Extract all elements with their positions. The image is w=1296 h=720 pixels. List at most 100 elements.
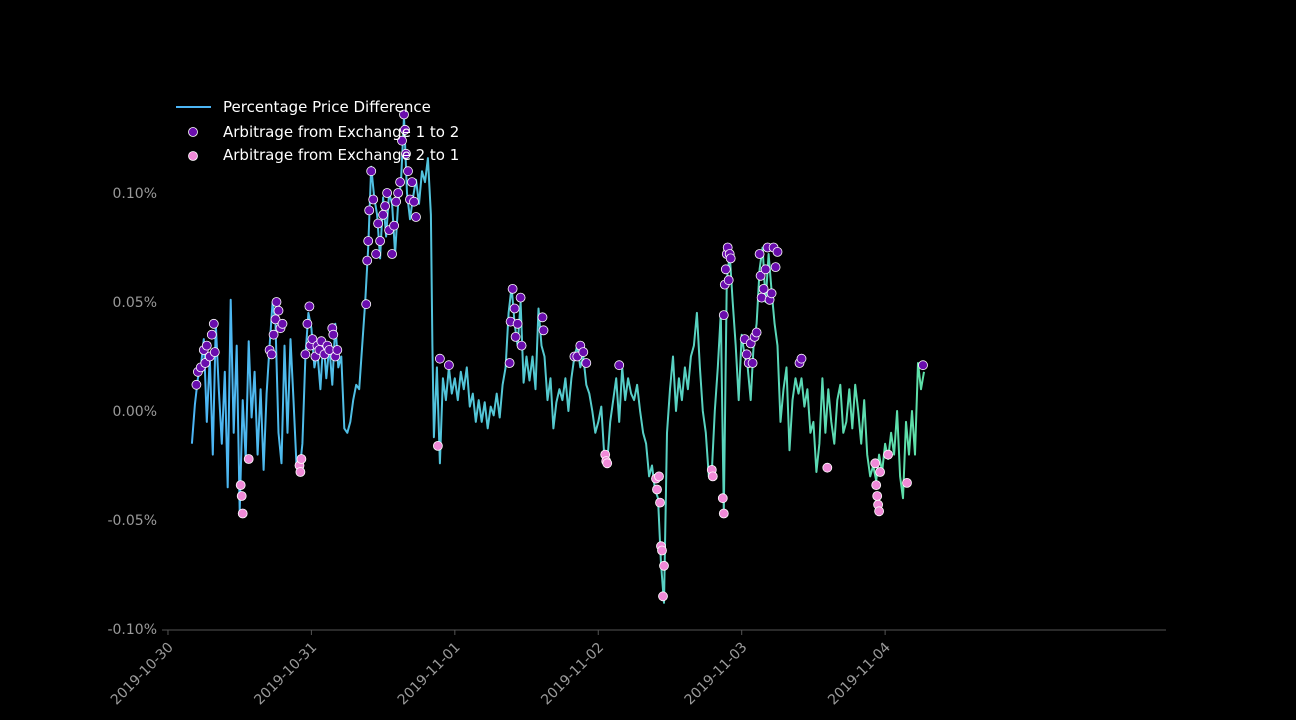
point-exchange-1-to-2 (407, 177, 417, 188)
point-exchange-1-to-2 (720, 264, 731, 275)
point-exchange-1-to-2 (277, 318, 288, 329)
point-exchange-1-to-2 (395, 177, 406, 188)
y-axis-ticks: 0.10% 0.05% 0.00% -0.05% -0.10% (107, 186, 157, 638)
point-exchange-1-to-2 (273, 305, 284, 316)
point-exchange-1-to-2 (380, 201, 391, 212)
point-exchange-1-to-2 (266, 349, 277, 360)
point-exchange-2-to-1 (236, 491, 247, 501)
point-exchange-1-to-2 (300, 349, 311, 360)
point-exchange-1-to-2 (751, 327, 762, 338)
legend-swatch-exchange-1-to-2 (188, 127, 198, 137)
point-exchange-1-to-2 (796, 353, 807, 364)
point-exchange-1-to-2 (363, 236, 374, 246)
legend-label: Arbitrage from Exchange 1 to 2 (223, 123, 459, 141)
point-exchange-2-to-1 (432, 440, 443, 451)
legend-label: Arbitrage from Exchange 2 to 1 (223, 146, 459, 164)
point-exchange-1-to-2 (208, 318, 219, 329)
point-exchange-2-to-1 (874, 506, 884, 517)
point-exchange-1-to-2 (725, 253, 736, 264)
point-exchange-1-to-2 (537, 312, 548, 323)
point-exchange-1-to-2 (411, 212, 421, 222)
point-exchange-1-to-2 (362, 255, 373, 266)
point-exchange-2-to-1 (235, 480, 246, 491)
x-tick-label: 2019-11-01 (395, 640, 464, 709)
point-exchange-2-to-1 (718, 508, 729, 519)
point-exchange-1-to-2 (772, 246, 783, 257)
x-tick-label: 2019-11-03 (682, 640, 751, 709)
point-exchange-2-to-1 (870, 458, 881, 469)
point-exchange-1-to-2 (368, 194, 379, 205)
point-exchange-1-to-2 (361, 299, 372, 310)
series-line-group (190, 115, 925, 604)
point-exchange-1-to-2 (538, 325, 549, 336)
point-exchange-1-to-2 (364, 205, 375, 216)
point-exchange-1-to-2 (760, 264, 771, 275)
point-exchange-1-to-2 (409, 196, 419, 207)
point-exchange-1-to-2 (201, 340, 212, 351)
point-exchange-1-to-2 (723, 275, 734, 286)
point-exchange-1-to-2 (397, 135, 407, 146)
point-exchange-1-to-2 (387, 249, 398, 259)
point-exchange-1-to-2 (304, 301, 315, 312)
point-exchange-2-to-1 (871, 480, 882, 491)
legend-swatch-exchange-2-to-1 (188, 151, 198, 161)
point-exchange-2-to-1 (658, 591, 668, 602)
x-tick-label: 2019-11-04 (825, 639, 894, 708)
point-exchange-1-to-2 (507, 283, 518, 294)
y-tick-label: -0.05% (107, 513, 157, 529)
point-exchange-1-to-2 (375, 236, 386, 246)
point-exchange-2-to-1 (902, 477, 912, 488)
point-exchange-2-to-1 (295, 467, 306, 477)
series-line (190, 115, 925, 604)
point-exchange-1-to-2 (504, 358, 515, 368)
point-exchange-1-to-2 (614, 360, 625, 371)
point-exchange-1-to-2 (758, 283, 769, 294)
point-exchange-1-to-2 (268, 329, 279, 340)
point-exchange-1-to-2 (307, 334, 318, 345)
legend-label: Percentage Price Difference (223, 98, 431, 116)
point-exchange-1-to-2 (510, 331, 521, 342)
point-exchange-2-to-1 (296, 454, 307, 464)
point-exchange-1-to-2 (741, 349, 752, 360)
point-exchange-2-to-1 (657, 545, 667, 556)
point-exchange-1-to-2 (393, 188, 404, 198)
series-scatter-group (191, 109, 928, 602)
point-exchange-1-to-2 (443, 360, 454, 371)
x-tick-label: 2019-10-31 (251, 640, 320, 709)
point-exchange-2-to-1 (872, 491, 883, 501)
point-exchange-1-to-2 (302, 318, 313, 329)
point-exchange-1-to-2 (371, 249, 382, 259)
point-exchange-1-to-2 (191, 379, 202, 390)
point-exchange-1-to-2 (403, 166, 413, 177)
point-exchange-1-to-2 (332, 345, 343, 355)
point-exchange-1-to-2 (718, 310, 729, 321)
point-exchange-1-to-2 (509, 303, 520, 314)
point-exchange-1-to-2 (515, 292, 526, 303)
point-exchange-2-to-1 (237, 508, 248, 519)
point-exchange-2-to-1 (243, 454, 254, 464)
point-exchange-1-to-2 (389, 220, 400, 231)
point-exchange-1-to-2 (918, 360, 928, 371)
point-exchange-1-to-2 (366, 166, 377, 177)
point-exchange-2-to-1 (717, 493, 728, 504)
point-exchange-2-to-1 (655, 497, 665, 508)
point-exchange-1-to-2 (399, 109, 409, 120)
y-tick-label: 0.10% (113, 186, 157, 202)
point-exchange-2-to-1 (602, 458, 613, 469)
point-exchange-1-to-2 (516, 340, 527, 351)
x-tick-label: 2019-11-02 (538, 640, 607, 709)
point-exchange-1-to-2 (400, 124, 410, 135)
point-exchange-1-to-2 (209, 347, 220, 358)
point-exchange-1-to-2 (755, 270, 766, 281)
point-exchange-2-to-1 (875, 467, 885, 477)
y-tick-label: -0.10% (107, 622, 157, 638)
point-exchange-2-to-1 (654, 471, 664, 482)
point-exchange-2-to-1 (652, 484, 662, 495)
point-exchange-1-to-2 (434, 353, 445, 364)
x-tick-label: 2019-10-30 (108, 640, 177, 709)
y-tick-label: 0.05% (113, 295, 157, 311)
point-exchange-1-to-2 (581, 358, 592, 368)
point-exchange-1-to-2 (328, 329, 339, 340)
point-exchange-2-to-1 (822, 462, 833, 473)
